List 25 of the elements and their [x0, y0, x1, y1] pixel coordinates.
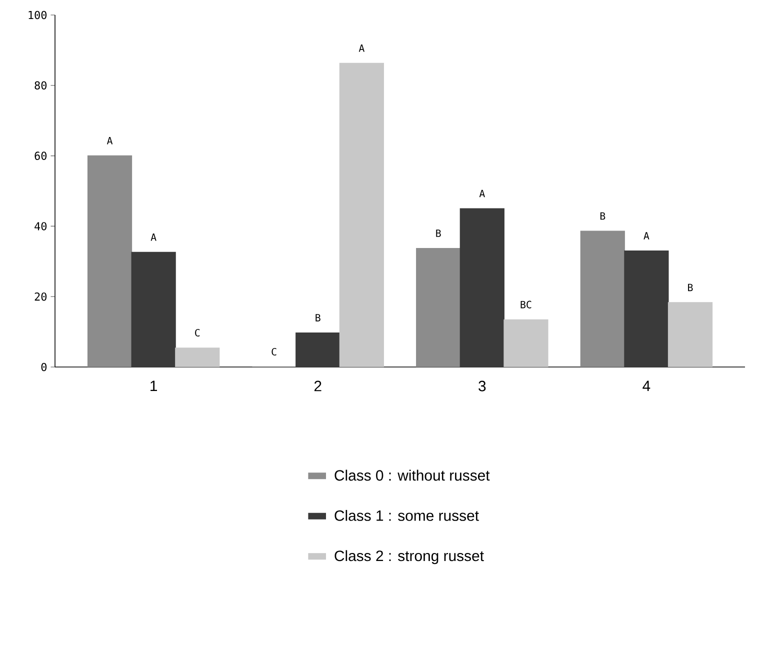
- x-tick-label: 1: [150, 380, 157, 392]
- data-label: BC: [520, 300, 532, 308]
- y-tick-label: 60: [34, 152, 47, 160]
- data-label: A: [106, 137, 113, 144]
- data-label: C: [195, 328, 200, 337]
- data-label: A: [479, 190, 485, 198]
- x-tick-label: 2: [314, 380, 322, 392]
- data-label: A: [644, 232, 650, 240]
- legend-label: Class 2 : strong russet: [334, 550, 484, 564]
- y-tick-label: 20: [34, 292, 47, 301]
- data-label: B: [600, 212, 606, 220]
- data-label: B: [436, 230, 441, 237]
- data-label: A: [358, 44, 364, 52]
- y-tick-label: 80: [34, 81, 47, 90]
- legend-label: Class 0 : without russet: [334, 470, 490, 481]
- y-tick-label: 40: [34, 222, 47, 230]
- y-tick-label: 100: [28, 10, 47, 20]
- legend-label: Class 1 : some russet: [334, 510, 479, 521]
- data-label: C: [272, 348, 276, 356]
- x-tick-label: 3: [478, 380, 486, 392]
- x-tick-label: 4: [642, 380, 650, 392]
- data-label: A: [150, 233, 156, 241]
- y-tick-label: 0: [41, 362, 47, 372]
- data-label: B: [316, 314, 320, 322]
- data-label: B: [688, 284, 693, 292]
